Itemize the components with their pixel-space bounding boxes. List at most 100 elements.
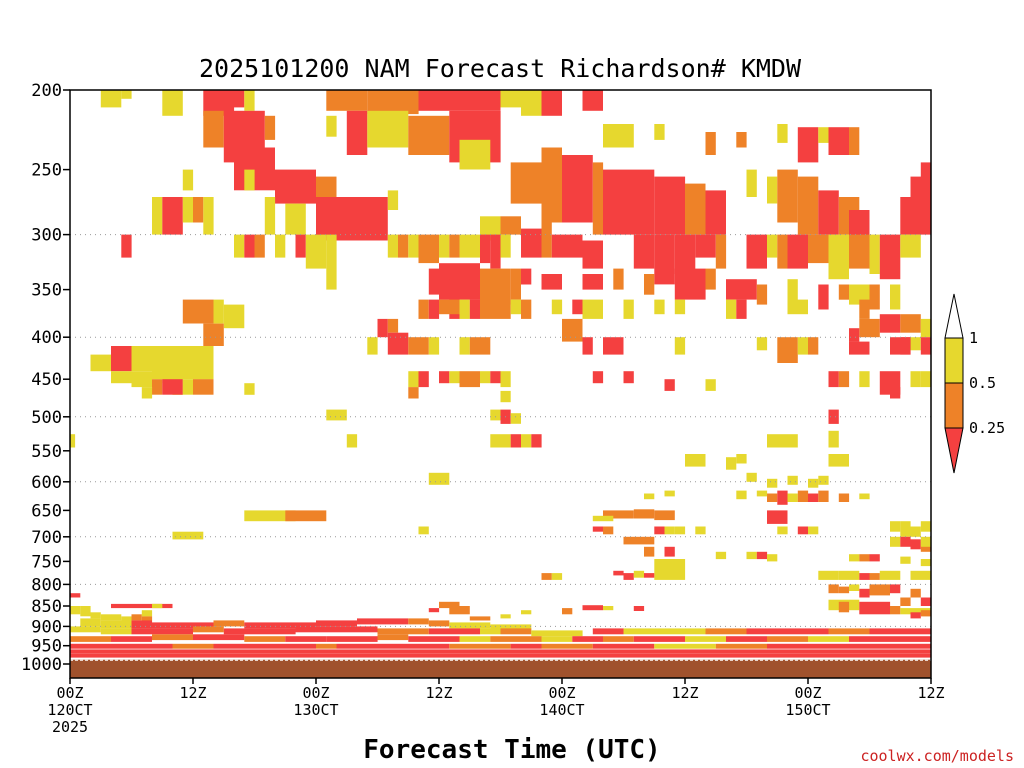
ri-cell [521,268,532,285]
ri-cell [172,531,204,540]
ri-cell [746,628,788,635]
ri-cell [623,299,634,319]
y-tick-label: 250 [31,161,62,181]
ri-cell [838,570,860,580]
ri-cell [131,346,152,372]
ri-cell [572,636,604,642]
ri-cell [387,332,409,355]
x-tick-label: 00Z [548,684,575,702]
ri-cell [654,176,686,235]
ri-cell [408,387,419,399]
ri-cell [674,299,686,315]
ri-cell [623,536,655,545]
ri-cell [674,234,696,274]
ri-cell [910,526,921,537]
ri-cell [562,234,583,258]
ri-cell [685,183,706,235]
ri-cell [408,618,429,625]
ri-cell [808,526,819,535]
ri-cell [428,472,450,485]
ri-cell [818,490,829,502]
ri-cell [859,299,870,319]
ri-cell [664,546,675,557]
ri-cell [480,299,511,319]
ri-cell [900,521,911,537]
ri-cell [80,618,101,627]
ri-cell [541,90,562,116]
legend-arrow-bottom [944,427,964,474]
ri-cell [828,409,839,424]
ri-cell [900,608,932,615]
ri-cell [869,284,880,310]
ri-cell [275,169,316,204]
ri-cell [767,493,778,502]
ri-cell [705,379,716,391]
ri-cell [387,190,399,210]
ri-cell [562,608,573,615]
legend-swatch-orange [944,382,964,429]
ri-cell [910,234,921,258]
ri-cell [193,634,245,641]
x-tick-label: 12Z [917,684,944,702]
ri-cell [869,554,880,562]
ri-cell [182,169,194,191]
ri-cell [828,643,890,649]
ri-cell [674,526,686,535]
ri-cell [736,132,747,148]
ri-cell [910,628,931,635]
ri-cell [838,284,850,300]
ri-cell [838,601,850,613]
ri-cell [326,409,347,421]
ri-cell [797,490,809,502]
ri-cell [152,603,163,609]
ri-cell [756,551,768,560]
y-tick-label: 450 [31,370,62,390]
ri-cell [500,371,511,388]
ri-cell [490,624,532,631]
ri-cell [367,337,378,355]
ri-cell [111,371,132,384]
ri-cell [869,234,880,274]
ri-cell [859,573,870,580]
x-tick-label: 2025 [52,718,88,736]
ri-cell [674,337,686,355]
ri-cell [346,434,358,448]
ri-cell [767,176,778,204]
ri-cell [767,434,798,448]
ri-cell [849,554,860,562]
ri-cell [162,197,183,235]
data-cells [70,90,932,658]
ri-cell [182,299,214,324]
ri-cell [295,626,378,633]
ri-cell [705,628,747,635]
ri-cell [531,434,542,448]
plot-frame [69,89,932,679]
legend-swatch-yellow [944,337,964,384]
ri-cell [469,616,491,621]
ri-cell [910,612,921,619]
ri-cell [890,536,901,547]
ri-cell [726,279,757,300]
credit-link[interactable]: coolwx.com/models [860,747,1014,765]
ri-cell [510,299,521,315]
ri-cell [603,526,614,535]
ri-cell [367,90,419,115]
ri-cell [695,526,706,535]
ri-cell [541,643,593,649]
ri-cell [644,573,655,578]
ri-cell [111,346,132,372]
ri-cell [521,228,542,258]
ri-cell [387,234,399,258]
legend-label: 0.25 [969,419,1005,437]
ri-cell [408,115,450,155]
ri-cell [244,622,317,629]
ri-cell [900,314,921,333]
ri-cell [264,115,276,140]
y-tick-label: 1000 [21,655,62,675]
ri-cell [541,222,552,258]
ri-cell [449,643,511,649]
ri-cell [428,299,440,319]
ri-cell [633,509,655,519]
ri-cell [746,472,757,482]
ri-cell [398,234,409,258]
